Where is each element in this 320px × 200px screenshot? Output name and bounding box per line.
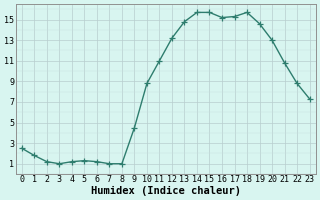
X-axis label: Humidex (Indice chaleur): Humidex (Indice chaleur) [91, 186, 241, 196]
